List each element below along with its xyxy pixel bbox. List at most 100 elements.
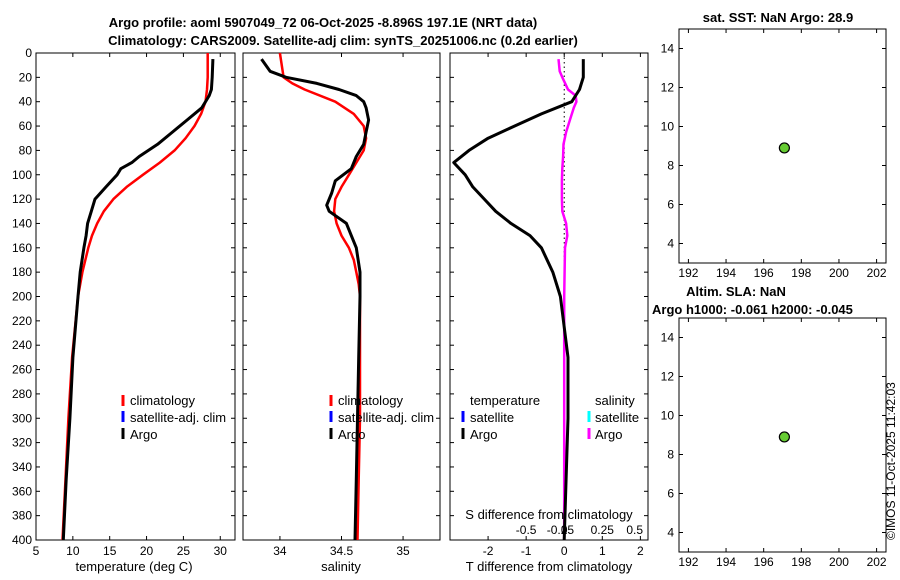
argo-location-marker bbox=[778, 431, 790, 443]
legend-t-argo: Argo bbox=[470, 427, 497, 442]
difference-panel: -2 -1 0 1 2 bbox=[449, 52, 649, 558]
y-tick-label: 80 bbox=[19, 143, 33, 157]
y-tick-label: 14 bbox=[661, 42, 675, 56]
y-tick-label: 140 bbox=[12, 216, 32, 230]
x-tick-label: 200 bbox=[829, 266, 849, 280]
x-tick-label: 30 bbox=[214, 544, 228, 558]
y-tick-label: 4 bbox=[667, 237, 674, 251]
x-tick-label: 202 bbox=[867, 555, 887, 569]
y-tick-label: 6 bbox=[667, 487, 674, 501]
y-tick-label: 120 bbox=[12, 192, 32, 206]
x-tick-label: 194 bbox=[716, 266, 736, 280]
argo-location-marker bbox=[778, 142, 790, 154]
x-tick-label: 5 bbox=[33, 544, 40, 558]
y-tick-label: 400 bbox=[12, 533, 32, 547]
x-tick-label: 15 bbox=[103, 544, 117, 558]
x-tick-label: 194 bbox=[716, 555, 736, 569]
s-diff-tick-label: -0.5 bbox=[516, 523, 537, 537]
salinity-axis-label: salinity bbox=[321, 559, 361, 574]
y-tick-label: 280 bbox=[12, 387, 32, 401]
x-tick-label: 10 bbox=[66, 544, 80, 558]
y-tick-label: 20 bbox=[19, 70, 33, 84]
s-diff-tick-labels: -0.5 -0.250 0.25 0.5 bbox=[516, 523, 644, 537]
axes-box bbox=[678, 28, 887, 264]
s-diff-tick-label: -0.25 bbox=[547, 523, 575, 537]
x-tick-label: 200 bbox=[829, 555, 849, 569]
s-diff-tick-label: 0.5 bbox=[626, 523, 643, 537]
y-tick-label: 360 bbox=[12, 484, 32, 498]
t-diff-axis-label: T difference from climatology bbox=[466, 559, 633, 574]
difference-legend: temperature satellite Argo salinity sate… bbox=[461, 393, 639, 442]
y-tick-label: 14 bbox=[661, 331, 675, 345]
x-tick-label: 192 bbox=[678, 555, 698, 569]
x-tick-label: -1 bbox=[521, 544, 532, 558]
y-tick-label: 240 bbox=[12, 338, 32, 352]
series-argo bbox=[61, 59, 215, 541]
legend-climatology: climatology bbox=[338, 393, 404, 408]
salinity-legend: climatology satellite-adj. clim Argo bbox=[329, 393, 434, 442]
legend-climatology: climatology bbox=[130, 393, 196, 408]
title-line2: Climatology: CARS2009. Satellite-adj cli… bbox=[108, 33, 578, 48]
series-climatology bbox=[61, 53, 209, 541]
y-tick-label: 8 bbox=[667, 448, 674, 462]
x-tick-label: 35 bbox=[396, 544, 410, 558]
y-tick-label: 300 bbox=[12, 411, 32, 425]
y-tick-label: 340 bbox=[12, 460, 32, 474]
y-tick-label: 10 bbox=[661, 409, 675, 423]
y-tick-label: 260 bbox=[12, 363, 32, 377]
y-tick-label: 6 bbox=[667, 198, 674, 212]
timestamp: ©IMOS 11-Oct-2025 11:42:03 bbox=[884, 382, 898, 540]
x-tick-label: 196 bbox=[754, 266, 774, 280]
y-tick-label: 180 bbox=[12, 265, 32, 279]
y-tick-label: 40 bbox=[19, 95, 33, 109]
sla-map-title: Altim. SLA: NaN bbox=[686, 284, 786, 299]
sla-map-title2: Argo h1000: -0.061 h2000: -0.045 bbox=[652, 302, 853, 317]
legend-argo: Argo bbox=[338, 427, 365, 442]
title-line1: Argo profile: aoml 5907049_72 06-Oct-202… bbox=[109, 15, 537, 30]
series-t-difference-argo bbox=[452, 59, 585, 541]
temperature-panel: 5 10 15 20 25 3002040608010012014016018020022… bbox=[12, 46, 236, 558]
legend-temperature-heading: temperature bbox=[470, 393, 540, 408]
x-tick-label: 34 bbox=[273, 544, 287, 558]
s-diff-tick-label: 0 bbox=[561, 523, 568, 537]
y-tick-label: 12 bbox=[661, 81, 675, 95]
legend-argo: Argo bbox=[130, 427, 157, 442]
s-diff-axis-label: S difference from climatology bbox=[465, 507, 633, 522]
y-tick-label: 380 bbox=[12, 509, 32, 523]
series-climatology bbox=[278, 52, 368, 541]
x-tick-label: 0 bbox=[561, 544, 568, 558]
temperature-legend: climatology satellite-adj. clim Argo bbox=[121, 393, 226, 442]
y-tick-label: 220 bbox=[12, 314, 32, 328]
legend-s-argo: Argo bbox=[595, 427, 622, 442]
x-tick-label: 2 bbox=[637, 544, 644, 558]
legend-salinity-heading: salinity bbox=[595, 393, 635, 408]
y-tick-label: 0 bbox=[25, 46, 32, 60]
axes-box bbox=[242, 52, 441, 541]
s-diff-tick-label: 0.25 bbox=[591, 523, 615, 537]
sst-map-panel: 192 194 196 198 200 202 4 6 8 10 12 14 bbox=[661, 28, 887, 280]
y-tick-label: 200 bbox=[12, 290, 32, 304]
x-tick-label: 25 bbox=[177, 544, 191, 558]
y-tick-label: 320 bbox=[12, 436, 32, 450]
x-tick-label: 20 bbox=[140, 544, 154, 558]
legend-satellite: satellite-adj. clim bbox=[130, 410, 226, 425]
salinity-panel: 34 34.5 35 bbox=[242, 52, 441, 558]
x-tick-label: -2 bbox=[483, 544, 494, 558]
series-s-difference-argo bbox=[557, 58, 578, 540]
legend-s-satellite: satellite bbox=[595, 410, 639, 425]
x-tick-label: 1 bbox=[599, 544, 606, 558]
legend-satellite: satellite-adj. clim bbox=[338, 410, 434, 425]
x-tick-label: 198 bbox=[791, 266, 811, 280]
y-tick-label: 12 bbox=[661, 370, 675, 384]
y-tick-label: 4 bbox=[667, 526, 674, 540]
x-tick-label: 34.5 bbox=[330, 544, 354, 558]
x-tick-label: 198 bbox=[791, 555, 811, 569]
y-tick-label: 160 bbox=[12, 241, 32, 255]
y-tick-label: 10 bbox=[661, 120, 675, 134]
axes-box bbox=[678, 317, 887, 553]
axes-box bbox=[449, 52, 649, 541]
y-tick-label: 100 bbox=[12, 168, 32, 182]
temperature-axis-label: temperature (deg C) bbox=[75, 559, 192, 574]
x-tick-label: 202 bbox=[867, 266, 887, 280]
